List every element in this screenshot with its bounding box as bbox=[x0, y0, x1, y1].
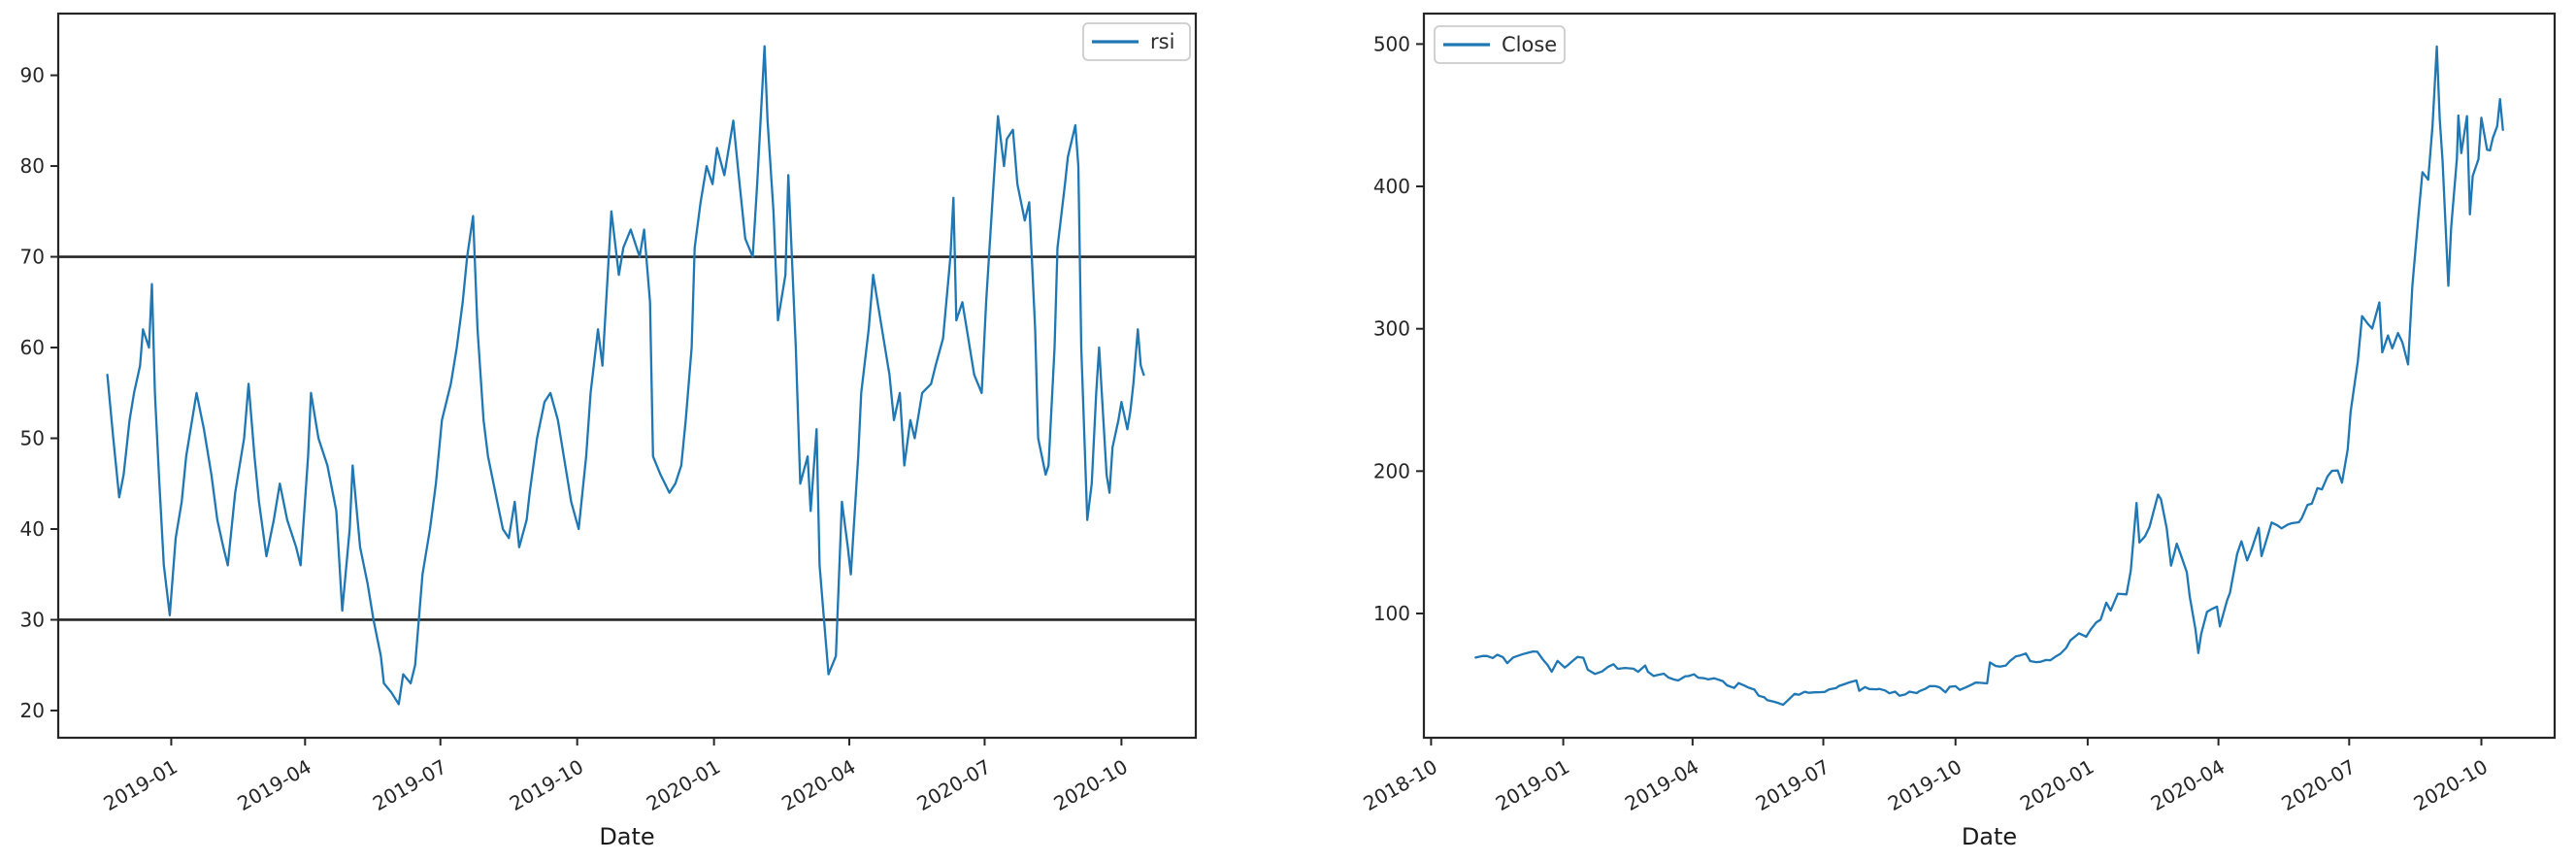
y-tick-label: 30 bbox=[20, 608, 45, 631]
x-tick-label: 2018-10 bbox=[1360, 755, 1441, 816]
close-chart: 100 200 300 400 500 2018-10 2019-01 2019-04 2019… bbox=[1360, 12, 2557, 850]
x-tick-label: 2019-07 bbox=[369, 755, 450, 816]
legend-box bbox=[1434, 25, 1566, 64]
y-tick-label: 300 bbox=[1373, 317, 1410, 341]
x-tick-label: 2019-04 bbox=[233, 755, 314, 816]
y-tick-label: 40 bbox=[20, 517, 45, 541]
x-axis-label: Date bbox=[1962, 823, 2017, 850]
x-axis-label: Date bbox=[599, 823, 654, 850]
x-tick-label: 2019-01 bbox=[1492, 755, 1573, 816]
y-tick-label: 80 bbox=[20, 154, 45, 178]
rsi-line bbox=[106, 45, 1145, 706]
y-tick-label: 500 bbox=[1373, 32, 1410, 55]
x-tick-label: 2020-01 bbox=[643, 755, 724, 816]
x-tick-label: 2019-10 bbox=[506, 755, 587, 816]
legend-label: Close bbox=[1502, 33, 1557, 56]
legend: Close bbox=[1434, 25, 1566, 64]
x-tick-label: 2020-04 bbox=[2147, 755, 2229, 816]
x-tick-label: 2020-07 bbox=[913, 755, 995, 816]
y-tick-label: 50 bbox=[20, 427, 45, 450]
x-tick-label: 2020-10 bbox=[2410, 755, 2492, 816]
x-tick-label: 2019-04 bbox=[1621, 755, 1702, 816]
x-tick-label: 2020-04 bbox=[777, 755, 859, 816]
x-tick-label: 2020-07 bbox=[2277, 755, 2359, 816]
x-tick-label: 2020-10 bbox=[1050, 755, 1132, 816]
rsi-chart: 20 30 40 50 60 70 80 90 2019-01 2019-04 2019-07 201… bbox=[20, 12, 1198, 850]
x-tick-label: 2019-07 bbox=[1752, 755, 1833, 816]
legend: rsi bbox=[1082, 22, 1191, 61]
y-tick-label: 70 bbox=[20, 246, 45, 269]
axes-spine bbox=[1422, 12, 2557, 740]
y-tick-label: 400 bbox=[1373, 175, 1410, 198]
legend-label: rsi bbox=[1150, 30, 1174, 53]
x-tick-label: 2020-01 bbox=[2016, 755, 2097, 816]
y-tick-label: 100 bbox=[1373, 602, 1410, 625]
x-tick-label: 2019-01 bbox=[100, 755, 182, 816]
y-tick-label: 200 bbox=[1373, 459, 1410, 482]
y-tick-label: 60 bbox=[20, 336, 45, 359]
y-tick-label: 90 bbox=[20, 64, 45, 87]
x-tick-label: 2019-10 bbox=[1884, 755, 1965, 816]
Close-line bbox=[1474, 45, 2504, 707]
y-tick-label: 20 bbox=[20, 699, 45, 722]
axes-spine bbox=[56, 12, 1198, 740]
